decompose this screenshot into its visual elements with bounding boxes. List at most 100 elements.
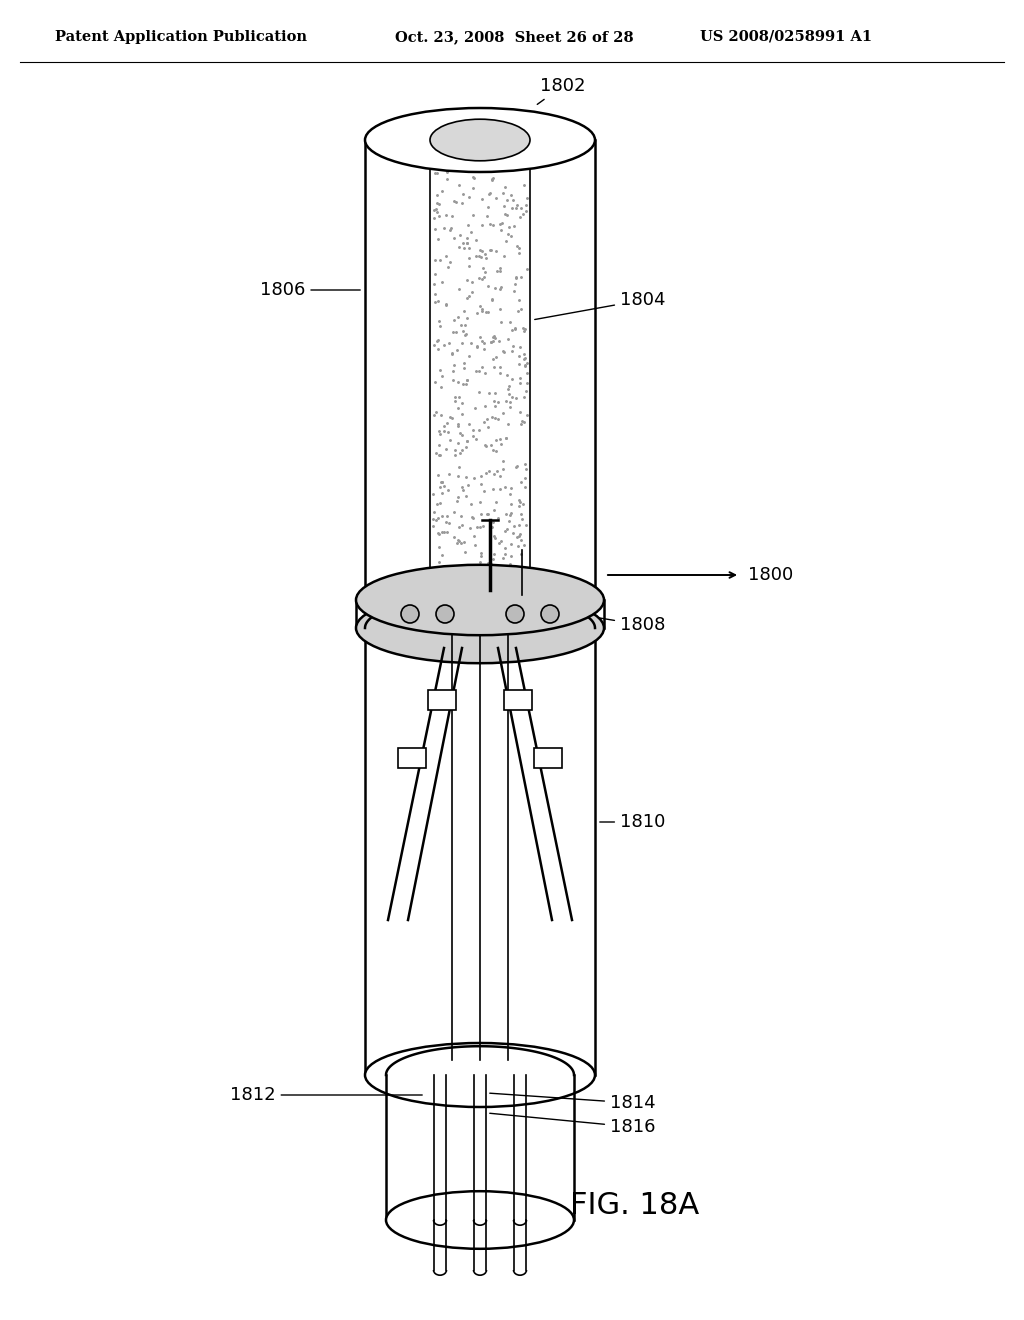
Point [479, 503, 496, 524]
Point [482, 331, 499, 352]
Point [502, 396, 518, 417]
Point [482, 240, 499, 261]
Point [451, 564, 467, 585]
Point [434, 521, 451, 543]
Point [474, 240, 490, 261]
Point [463, 333, 479, 354]
Point [483, 434, 500, 455]
Point [430, 194, 446, 215]
Point [473, 543, 489, 564]
Text: Oct. 23, 2008  Sheet 26 of 28: Oct. 23, 2008 Sheet 26 of 28 [395, 30, 634, 44]
Point [481, 183, 498, 205]
Point [450, 416, 466, 437]
Point [431, 421, 447, 442]
Point [474, 298, 490, 319]
Point [500, 329, 516, 350]
Point [463, 222, 479, 243]
Point [519, 405, 536, 426]
Point [461, 186, 477, 207]
Point [490, 409, 507, 430]
Point [496, 246, 512, 267]
Point [512, 569, 528, 590]
Point [471, 326, 487, 347]
Point [484, 288, 501, 309]
Point [474, 330, 490, 351]
Point [493, 276, 509, 297]
Point [467, 246, 483, 267]
Point [446, 387, 463, 408]
Point [429, 193, 445, 214]
Point [457, 314, 473, 335]
Point [426, 273, 442, 294]
Point [441, 252, 458, 273]
Point [468, 335, 484, 356]
Point [492, 356, 508, 378]
Point [461, 238, 477, 259]
Point [472, 296, 488, 317]
Point [498, 391, 514, 412]
Point [440, 512, 457, 533]
Point [460, 474, 476, 495]
Point [480, 195, 497, 216]
Point [478, 436, 495, 457]
Point [437, 557, 454, 578]
Point [487, 187, 504, 209]
Point [440, 561, 457, 582]
Text: US 2008/0258991 A1: US 2008/0258991 A1 [700, 30, 872, 44]
Point [444, 360, 461, 381]
Point [513, 529, 529, 550]
Point [486, 408, 503, 429]
Point [439, 506, 456, 527]
Point [429, 572, 445, 593]
Point [518, 380, 535, 401]
Ellipse shape [365, 1043, 595, 1107]
Point [481, 556, 498, 577]
Point [498, 428, 514, 449]
Point [477, 301, 494, 322]
Point [446, 502, 463, 523]
Point [474, 215, 490, 236]
Point [476, 338, 493, 359]
Point [480, 417, 497, 438]
Point [472, 552, 488, 573]
Point [504, 368, 520, 389]
Point [498, 428, 514, 449]
Point [515, 203, 531, 224]
Point [431, 310, 447, 331]
Point [511, 289, 527, 310]
Point [507, 317, 523, 338]
Point [433, 378, 450, 399]
Point [490, 330, 507, 351]
Point [503, 533, 519, 554]
Text: 1810: 1810 [600, 813, 666, 832]
Point [431, 434, 447, 455]
Point [485, 478, 502, 499]
Point [456, 356, 472, 378]
Text: 1814: 1814 [489, 1093, 655, 1111]
Point [509, 455, 525, 477]
Point [427, 249, 443, 271]
Point [431, 537, 447, 558]
Point [515, 321, 531, 342]
Point [514, 411, 530, 432]
Point [454, 440, 470, 461]
Point [488, 242, 505, 263]
Point [495, 450, 511, 471]
Point [485, 463, 502, 484]
Text: 1816: 1816 [489, 1113, 655, 1137]
Point [431, 524, 447, 545]
Point [461, 346, 477, 367]
Point [455, 479, 471, 500]
Point [426, 207, 442, 228]
Point [437, 511, 454, 532]
Point [471, 574, 487, 595]
Point [435, 218, 452, 239]
Point [453, 422, 469, 444]
Point [515, 174, 531, 195]
Point [518, 257, 535, 279]
Bar [534, 748, 562, 768]
Point [497, 477, 513, 498]
Point [458, 437, 474, 458]
Point [498, 231, 514, 252]
Point [450, 413, 466, 434]
